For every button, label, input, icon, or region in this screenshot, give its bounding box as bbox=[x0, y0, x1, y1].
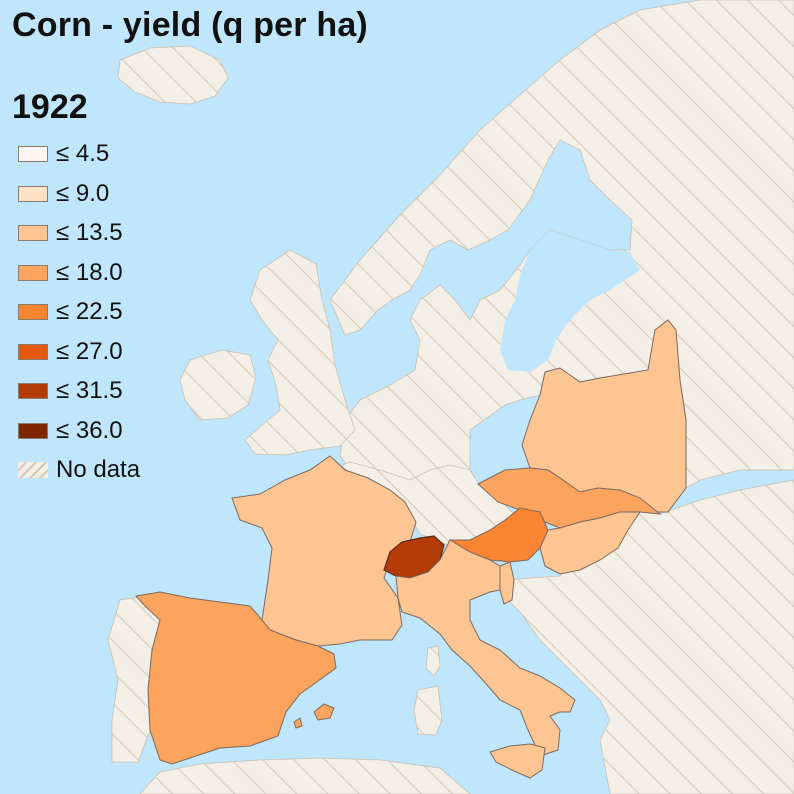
north-africa-no-data bbox=[139, 757, 471, 794]
legend-swatch bbox=[18, 304, 48, 320]
region-hungary[interactable] bbox=[539, 511, 641, 575]
legend-label: ≤ 4.5 bbox=[56, 140, 110, 167]
legend-swatch bbox=[18, 383, 48, 399]
region-yugoslavia-coast[interactable] bbox=[499, 561, 515, 605]
legend-swatch bbox=[18, 462, 48, 478]
legend-label: ≤ 27.0 bbox=[56, 337, 123, 365]
sardinia-no-data bbox=[413, 685, 443, 736]
corsica-no-data bbox=[425, 645, 441, 677]
legend-label: No data bbox=[56, 456, 141, 483]
great-britain-no-data bbox=[244, 249, 356, 456]
map-title: Corn - yield (q per ha) bbox=[12, 6, 368, 44]
legend-swatch bbox=[18, 264, 48, 281]
legend-label: ≤ 36.0 bbox=[56, 416, 123, 444]
region-spain[interactable] bbox=[135, 591, 337, 765]
legend-label: ≤ 22.5 bbox=[56, 298, 123, 325]
legend-label: ≤ 31.5 bbox=[56, 377, 123, 404]
legend-swatch bbox=[18, 225, 48, 241]
region-italy[interactable] bbox=[395, 539, 576, 757]
legend-swatch bbox=[18, 343, 48, 360]
year-label: 1922 bbox=[12, 88, 88, 126]
baltic-sea bbox=[500, 230, 640, 372]
iceland-no-data bbox=[117, 45, 229, 105]
legend-label: ≤ 9.0 bbox=[56, 179, 110, 207]
legend-swatch bbox=[18, 185, 48, 202]
legend-swatch bbox=[18, 146, 48, 162]
ireland-no-data bbox=[179, 349, 257, 421]
legend-label: ≤ 13.5 bbox=[56, 219, 123, 246]
legend-swatch bbox=[18, 422, 48, 439]
region-ibiza[interactable] bbox=[293, 717, 303, 729]
region-balearic-islands[interactable] bbox=[313, 703, 335, 721]
region-sicily[interactable] bbox=[489, 743, 546, 779]
legend-label: ≤ 18.0 bbox=[56, 258, 123, 286]
region-poland[interactable] bbox=[521, 319, 687, 513]
